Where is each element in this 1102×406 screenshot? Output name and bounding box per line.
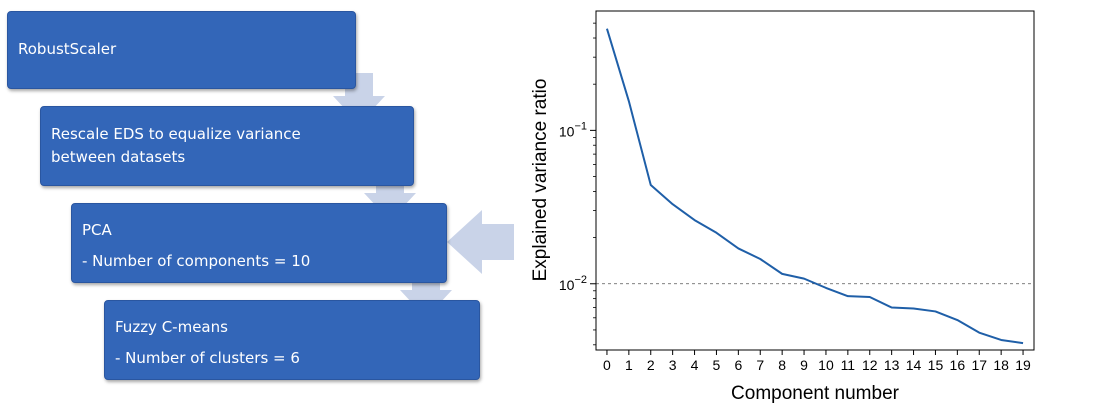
step-rescale-eds: Rescale EDS to equalize variance between…	[40, 106, 414, 186]
x-tick-label: 19	[1015, 357, 1031, 373]
step-3-line-1: PCA	[82, 221, 112, 239]
x-tick-label: 2	[647, 357, 655, 373]
x-tick-label: 5	[713, 357, 721, 373]
x-tick-label: 11	[841, 357, 856, 373]
x-axis-label: Component number	[731, 383, 900, 404]
x-tick-label: 7	[756, 357, 764, 373]
left-arrow	[447, 210, 514, 274]
plot-frame	[595, 10, 1035, 351]
x-tick-label: 10	[818, 357, 834, 373]
step-fuzzy-cmeans: Fuzzy C-means - Number of clusters = 6	[104, 300, 480, 380]
x-tick-label: 3	[669, 357, 677, 373]
step-4-line-2: - Number of clusters = 6	[115, 349, 300, 367]
x-tick-label: 4	[691, 357, 699, 373]
step-2-line-1: Rescale EDS to equalize variance	[51, 125, 301, 143]
y-axis-label: Explained variance ratio	[530, 79, 551, 282]
step-pca: PCA - Number of components = 10	[71, 203, 447, 283]
y-tick-label: 10−2	[559, 274, 587, 293]
x-tick-label: 17	[971, 357, 987, 373]
x-tick-label: 8	[778, 357, 786, 373]
x-tick-label: 9	[800, 357, 808, 373]
x-tick-label: 16	[950, 357, 966, 373]
x-tick-label: 6	[734, 357, 742, 373]
step-4-line-1: Fuzzy C-means	[115, 318, 228, 336]
step-robustscaler: RobustScaler	[7, 11, 356, 89]
x-tick-label: 14	[906, 357, 922, 373]
step-2-line-2: between datasets	[51, 148, 186, 166]
x-tick-label: 0	[603, 357, 611, 373]
x-tick-label: 12	[862, 357, 878, 373]
variance-series-line	[605, 28, 1024, 345]
x-tick-label: 1	[625, 357, 633, 373]
x-tick-label: 13	[884, 357, 900, 373]
step-3-line-2: - Number of components = 10	[82, 252, 311, 270]
x-tick-label: 15	[928, 357, 944, 373]
step-1-line-1: RobustScaler	[18, 40, 117, 58]
x-tick-label: 18	[993, 357, 1009, 373]
y-tick-label: 10−1	[559, 120, 587, 139]
